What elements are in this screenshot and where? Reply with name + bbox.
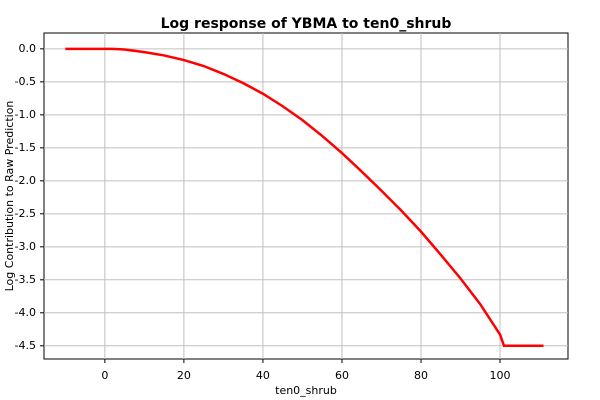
y-axis-label: Log Contribution to Raw Prediction: [3, 101, 16, 292]
y-tick-label: -1.0: [15, 108, 36, 121]
y-tick-label: -0.5: [15, 75, 36, 88]
y-tick-label: -2.0: [15, 174, 36, 187]
y-tick-label: -3.0: [15, 240, 36, 253]
y-tick-label: -2.5: [15, 207, 36, 220]
y-tick-label: -1.5: [15, 141, 36, 154]
y-tick-label: -4.0: [15, 306, 36, 319]
x-tick-label: 40: [256, 369, 270, 382]
y-tick-label: -4.5: [15, 339, 36, 352]
x-tick-label: 60: [335, 369, 349, 382]
x-tick-label: 0: [101, 369, 108, 382]
x-axis-label: ten0_shrub: [275, 384, 337, 397]
x-tick-label: 100: [490, 369, 511, 382]
y-tick-label: 0.0: [19, 42, 37, 55]
data-line: [65, 47, 544, 348]
chart-title: Log response of YBMA to ten0_shrub: [161, 16, 452, 32]
x-tick-label: 20: [177, 369, 191, 382]
x-tick-label: 80: [414, 369, 428, 382]
y-tick-label: -3.5: [15, 273, 36, 286]
